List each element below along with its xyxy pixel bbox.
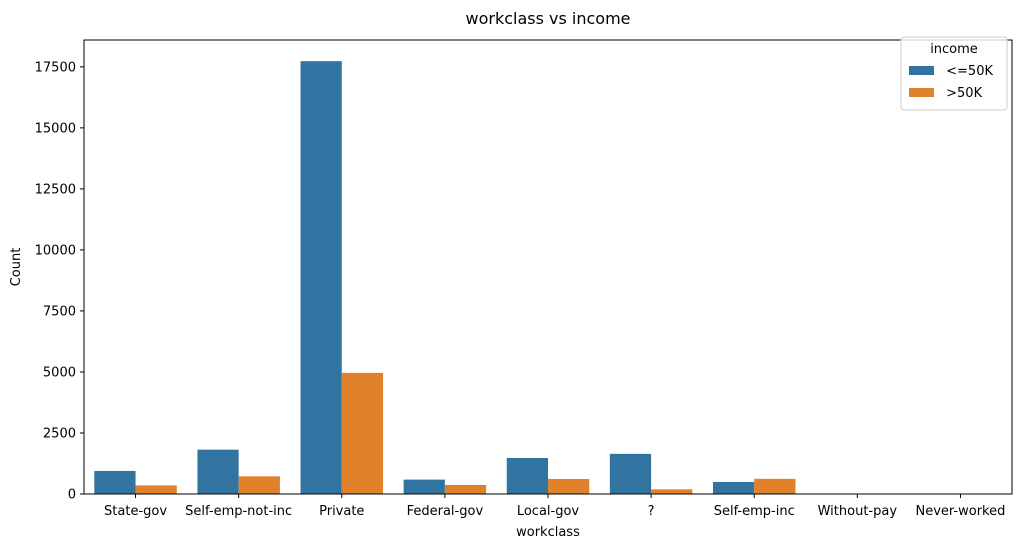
- y-tick-label-7: 17500: [35, 60, 76, 75]
- bar-le50k-0: [94, 470, 136, 494]
- bar-gt50k-3: [444, 484, 487, 494]
- bars-group: [94, 61, 961, 494]
- y-tick-label-2: 5000: [43, 365, 76, 380]
- x-tick-label-0: State-gov: [104, 504, 167, 519]
- legend-swatch-1: [909, 88, 934, 97]
- bar-gt50k-0: [135, 485, 177, 494]
- x-tick-label-4: Local-gov: [517, 504, 580, 519]
- bar-le50k-4: [506, 457, 548, 494]
- x-tick-label-7: Without-pay: [818, 504, 898, 519]
- bar-le50k-6: [712, 481, 755, 494]
- y-tick-label-5: 12500: [35, 182, 76, 197]
- x-tick-label-8: Never-worked: [916, 504, 1006, 519]
- legend-swatch-0: [909, 66, 934, 75]
- bar-le50k-5: [609, 453, 652, 494]
- y-tick-label-0: 0: [68, 488, 76, 503]
- x-tick-label-5: ?: [648, 504, 655, 519]
- y-axis-title: Count: [9, 248, 24, 287]
- bar-le50k-3: [403, 479, 445, 494]
- bar-gt50k-2: [341, 372, 384, 494]
- bar-gt50k-4: [548, 478, 590, 494]
- x-tick-label-3: Federal-gov: [407, 504, 484, 519]
- y-tick-label-1: 2500: [43, 426, 76, 441]
- x-tick-label-1: Self-emp-not-inc: [185, 504, 292, 519]
- y-tick-label-6: 15000: [35, 121, 76, 136]
- y-tick-label-4: 10000: [35, 243, 76, 258]
- bar-gt50k-5: [651, 489, 693, 494]
- legend: income <=50K >50K: [900, 36, 1008, 111]
- legend-title: income: [930, 42, 978, 57]
- x-ticks: State-gov Self-emp-not-inc Private Feder…: [104, 494, 1005, 519]
- legend-label-1: >50K: [942, 86, 983, 101]
- x-tick-label-2: Private: [319, 504, 364, 519]
- x-tick-label-6: Self-emp-inc: [714, 504, 795, 519]
- legend-label-0: <=50K: [942, 64, 993, 79]
- y-tick-label-3: 7500: [43, 304, 76, 319]
- bar-le50k-1: [197, 449, 239, 494]
- y-ticks: 0 2500 5000 7500 10000 12500 15000 17500: [35, 60, 84, 503]
- bar-le50k-2: [300, 61, 342, 494]
- bar-gt50k-1: [238, 476, 280, 494]
- bar-gt50k-6: [754, 478, 796, 494]
- plot-frame: [83, 39, 1013, 495]
- x-axis-title: workclass: [516, 525, 580, 540]
- chart-title: workclass vs income: [465, 9, 630, 28]
